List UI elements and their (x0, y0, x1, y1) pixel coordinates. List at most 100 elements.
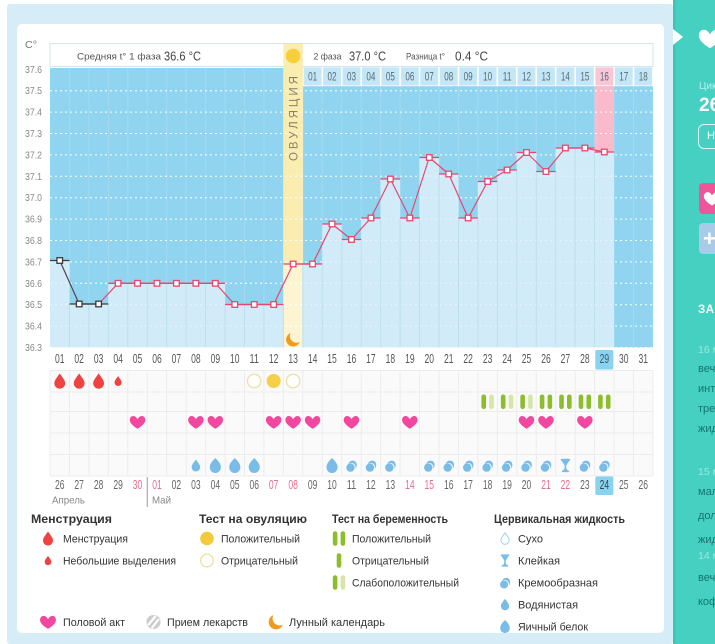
svg-text:15: 15 (425, 478, 435, 492)
svg-text:37.0: 37.0 (25, 192, 42, 204)
svg-text:02: 02 (328, 72, 337, 84)
svg-text:28: 28 (94, 478, 104, 492)
svg-text:18: 18 (483, 478, 493, 492)
svg-text:17: 17 (463, 478, 473, 492)
svg-text:Небольшие выделения: Небольшие выделения (63, 556, 176, 568)
svg-text:07: 07 (269, 478, 279, 492)
svg-text:18: 18 (639, 72, 648, 84)
svg-text:25: 25 (522, 352, 532, 366)
svg-text:37.6: 37.6 (25, 64, 42, 76)
svg-text:37.5: 37.5 (25, 85, 42, 97)
svg-text:Половой акт: Половой акт (63, 617, 125, 629)
svg-text:22: 22 (463, 352, 473, 366)
svg-text:20: 20 (425, 352, 435, 366)
svg-text:01: 01 (55, 352, 65, 366)
svg-text:25: 25 (619, 478, 629, 492)
svg-text:05: 05 (230, 478, 240, 492)
svg-text:Тест на беременность: Тест на беременность (332, 514, 448, 526)
svg-text:Лунный календарь: Лунный календарь (289, 617, 385, 629)
svg-text:16: 16 (444, 478, 454, 492)
svg-text:09: 09 (464, 72, 473, 84)
svg-text:29: 29 (113, 478, 123, 492)
svg-text:05: 05 (386, 72, 395, 84)
svg-text:Апрель: Апрель (52, 495, 85, 507)
svg-text:C°: C° (25, 40, 37, 51)
svg-text:12: 12 (269, 352, 279, 366)
svg-text:16: 16 (600, 72, 609, 84)
svg-text:08: 08 (444, 72, 453, 84)
svg-text:04: 04 (113, 352, 123, 366)
svg-text:04: 04 (211, 478, 221, 492)
svg-text:27: 27 (561, 352, 571, 366)
svg-text:36.9: 36.9 (25, 214, 42, 226)
svg-text:23: 23 (483, 352, 493, 366)
svg-text:Средняя t° 1 фаза: Средняя t° 1 фаза (77, 52, 162, 63)
svg-text:13: 13 (386, 478, 396, 492)
svg-text:22: 22 (561, 478, 571, 492)
svg-text:37.0 °C: 37.0 °C (349, 49, 386, 64)
svg-text:Слабоположительный: Слабоположительный (352, 578, 459, 590)
svg-text:30: 30 (619, 352, 629, 366)
svg-text:03: 03 (94, 352, 104, 366)
svg-text:10: 10 (230, 352, 240, 366)
svg-text:37.4: 37.4 (25, 107, 42, 119)
svg-text:17: 17 (619, 72, 628, 84)
svg-text:12: 12 (522, 72, 531, 84)
svg-text:36.6: 36.6 (25, 278, 42, 290)
svg-text:01: 01 (308, 72, 317, 84)
svg-text:09: 09 (308, 478, 318, 492)
svg-text:14: 14 (405, 478, 415, 492)
svg-text:21: 21 (444, 352, 454, 366)
svg-text:Менструация: Менструация (63, 534, 128, 546)
svg-text:23: 23 (580, 478, 590, 492)
svg-text:Сухо: Сухо (518, 534, 543, 546)
svg-text:Менструация: Менструация (31, 514, 112, 526)
svg-text:37.2: 37.2 (25, 149, 42, 161)
svg-text:08: 08 (288, 478, 298, 492)
svg-text:10: 10 (483, 72, 492, 84)
svg-text:03: 03 (191, 478, 201, 492)
svg-text:Отрицательный: Отрицательный (221, 556, 298, 568)
svg-text:27: 27 (74, 478, 84, 492)
svg-text:08: 08 (191, 352, 201, 366)
svg-text:Отрицательный: Отрицательный (352, 556, 429, 568)
svg-text:Водянистая: Водянистая (518, 600, 578, 612)
svg-text:21: 21 (541, 478, 551, 492)
svg-text:Положительный: Положительный (221, 534, 300, 546)
svg-text:37.3: 37.3 (25, 128, 42, 140)
svg-text:Кремообразная: Кремообразная (518, 578, 598, 590)
svg-text:17: 17 (366, 352, 376, 366)
svg-text:36.8: 36.8 (25, 235, 42, 247)
svg-text:10: 10 (327, 478, 337, 492)
svg-text:05: 05 (133, 352, 143, 366)
svg-text:04: 04 (366, 72, 375, 84)
svg-text:36.3: 36.3 (25, 342, 42, 354)
svg-text:Тест на овуляцию: Тест на овуляцию (199, 514, 307, 526)
svg-text:31: 31 (638, 352, 648, 366)
svg-text:19: 19 (405, 352, 415, 366)
svg-text:09: 09 (211, 352, 221, 366)
svg-text:Клейкая: Клейкая (518, 556, 560, 568)
svg-text:26: 26 (638, 478, 648, 492)
svg-text:11: 11 (347, 478, 357, 492)
svg-text:Май: Май (152, 495, 171, 507)
svg-text:36.6 °C: 36.6 °C (164, 49, 201, 64)
svg-text:26: 26 (55, 478, 65, 492)
svg-text:30: 30 (133, 478, 143, 492)
svg-text:11: 11 (503, 72, 512, 84)
svg-text:20: 20 (522, 478, 532, 492)
svg-text:11: 11 (249, 352, 259, 366)
svg-text:03: 03 (347, 72, 356, 84)
svg-text:Прием лекарств: Прием лекарств (167, 617, 248, 629)
svg-text:06: 06 (405, 72, 414, 84)
svg-text:07: 07 (172, 352, 182, 366)
svg-text:36.5: 36.5 (25, 299, 42, 311)
svg-text:01: 01 (152, 478, 162, 492)
svg-text:18: 18 (386, 352, 396, 366)
svg-text:37.1: 37.1 (25, 171, 42, 183)
svg-text:36.4: 36.4 (25, 321, 42, 333)
svg-text:36.7: 36.7 (25, 256, 42, 268)
svg-text:0.4 °C: 0.4 °C (455, 49, 488, 64)
svg-text:16: 16 (347, 352, 357, 366)
svg-text:2 фаза: 2 фаза (314, 52, 343, 63)
